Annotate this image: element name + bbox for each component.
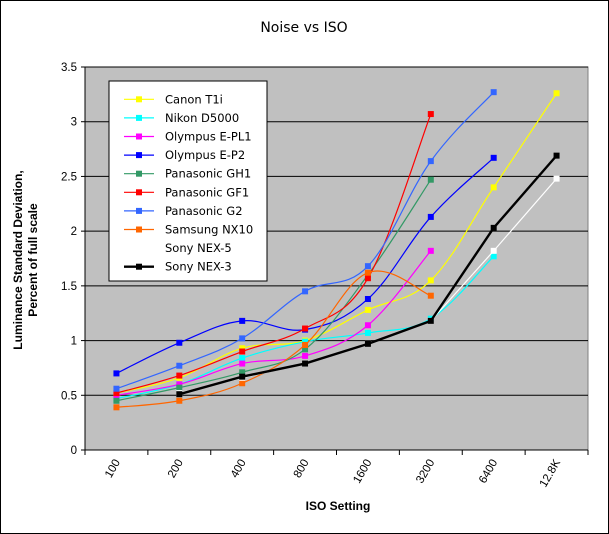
data-point-panasonic-g2	[113, 385, 120, 392]
data-point-nikon-d5000	[490, 253, 497, 260]
data-point-nikon-d5000	[364, 329, 371, 336]
x-tick-label: 100	[103, 458, 123, 481]
data-point-panasonic-gh1	[113, 397, 120, 404]
data-point-olympus-e-p2	[427, 213, 434, 220]
data-point-panasonic-g2	[302, 288, 309, 295]
legend-swatch-marker-sony-nex-3	[136, 263, 142, 270]
data-point-sony-nex-3	[553, 152, 560, 159]
data-point-olympus-e-pl1	[364, 322, 371, 329]
y-tick-label: 1.5	[61, 281, 77, 293]
data-point-panasonic-g2	[176, 362, 183, 369]
data-point-samsung-nx10	[364, 269, 371, 276]
legend-swatch-marker-olympus-e-pl1	[136, 133, 142, 140]
y-tick-label: 1	[71, 336, 77, 348]
data-point-nikon-d5000	[239, 355, 246, 362]
data-point-olympus-e-pl1	[302, 352, 309, 359]
legend-swatch-marker-sony-nex-5	[136, 245, 142, 252]
data-point-samsung-nx10	[113, 404, 120, 411]
data-point-panasonic-g2	[239, 335, 246, 342]
data-point-canon-t1i	[553, 90, 560, 97]
data-point-panasonic-gh1	[302, 346, 309, 353]
data-point-olympus-e-p2	[364, 295, 371, 302]
y-tick-label: 3	[71, 117, 77, 129]
data-point-panasonic-gh1	[176, 384, 183, 391]
x-tick-label: 6400	[477, 458, 500, 486]
legend-label-olympus-e-p2: Olympus E-P2	[165, 148, 245, 162]
legend-label-nikon-d5000: Nikon D5000	[165, 111, 239, 125]
data-point-canon-t1i	[364, 306, 371, 313]
data-point-samsung-nx10	[302, 341, 309, 348]
data-point-olympus-e-p2	[176, 339, 183, 346]
x-tick-label: 800	[292, 458, 312, 481]
data-point-olympus-e-pl1	[427, 247, 434, 254]
legend-swatch-marker-panasonic-g2	[136, 207, 142, 214]
data-point-panasonic-gh1	[427, 176, 434, 183]
data-point-canon-t1i	[239, 345, 246, 352]
y-axis-label-line-2: Percent of full scale	[26, 203, 40, 317]
legend-label-sony-nex-3: Sony NEX-3	[165, 260, 232, 274]
legend-swatch-marker-panasonic-gf1	[136, 189, 142, 196]
data-point-canon-t1i	[427, 277, 434, 284]
legend-label-samsung-nx10: Samsung NX10	[165, 223, 253, 237]
x-tick-label: 400	[229, 458, 249, 481]
data-point-nikon-d5000	[302, 338, 309, 345]
x-tick-label: 12.8K	[538, 457, 564, 489]
chart-title: Noise vs ISO	[260, 20, 347, 36]
data-point-panasonic-gf1	[427, 111, 434, 118]
y-tick-label: 2.5	[61, 171, 77, 183]
legend-swatch-marker-nikon-d5000	[136, 114, 142, 121]
data-point-olympus-e-pl1	[239, 360, 246, 367]
x-tick-label: 1600	[351, 458, 374, 486]
y-tick-label: 2	[71, 226, 77, 238]
data-point-panasonic-gf1	[113, 390, 120, 397]
data-point-panasonic-gh1	[239, 369, 246, 376]
legend-label-canon-t1i: Canon T1i	[165, 92, 223, 106]
legend-label-panasonic-gh1: Panasonic GH1	[165, 167, 251, 181]
legend-label-panasonic-g2: Panasonic G2	[165, 204, 243, 218]
y-axis-label-line-1: Luminance Standard Deviation,	[11, 170, 25, 349]
legend-swatch-marker-panasonic-gh1	[136, 170, 142, 177]
legend-label-sony-nex-5: Sony NEX-5	[165, 241, 232, 255]
x-tick-label: 200	[166, 458, 186, 481]
data-point-panasonic-gf1	[302, 325, 309, 332]
data-point-samsung-nx10	[176, 397, 183, 404]
data-point-sony-nex-3	[176, 391, 183, 398]
data-point-olympus-e-p2	[490, 154, 497, 161]
data-point-canon-t1i	[490, 184, 497, 191]
legend-swatch-marker-samsung-nx10	[136, 226, 142, 233]
legend-label-panasonic-gf1: Panasonic GF1	[165, 185, 249, 199]
legend-label-olympus-e-pl1: Olympus E-PL1	[165, 130, 252, 144]
y-tick-label: 0.5	[61, 390, 77, 402]
data-point-panasonic-gf1	[176, 372, 183, 379]
data-point-sony-nex-3	[239, 373, 246, 380]
data-point-sony-nex-5	[490, 247, 497, 254]
legend-swatch-marker-canon-t1i	[136, 96, 142, 103]
data-point-sony-nex-3	[364, 340, 371, 347]
data-point-sony-nex-3	[302, 360, 309, 367]
data-point-sony-nex-3	[427, 317, 434, 324]
data-point-sony-nex-3	[490, 224, 497, 231]
data-point-olympus-e-pl1	[176, 381, 183, 388]
data-point-panasonic-gf1	[364, 275, 371, 282]
y-tick-label: 3.5	[61, 62, 77, 74]
data-point-olympus-e-p2	[239, 317, 246, 324]
data-point-panasonic-gf1	[239, 348, 246, 355]
legend-swatch-marker-olympus-e-p2	[136, 152, 142, 159]
data-point-panasonic-g2	[490, 89, 497, 96]
x-axis-label: ISO Setting	[306, 499, 371, 513]
data-point-samsung-nx10	[427, 292, 434, 299]
y-tick-label: 0	[71, 445, 77, 457]
data-point-samsung-nx10	[239, 380, 246, 387]
data-point-panasonic-g2	[427, 158, 434, 165]
x-tick-label: 3200	[414, 458, 437, 486]
data-point-olympus-e-p2	[113, 370, 120, 377]
data-point-panasonic-g2	[364, 263, 371, 270]
data-point-sony-nex-5	[553, 175, 560, 182]
